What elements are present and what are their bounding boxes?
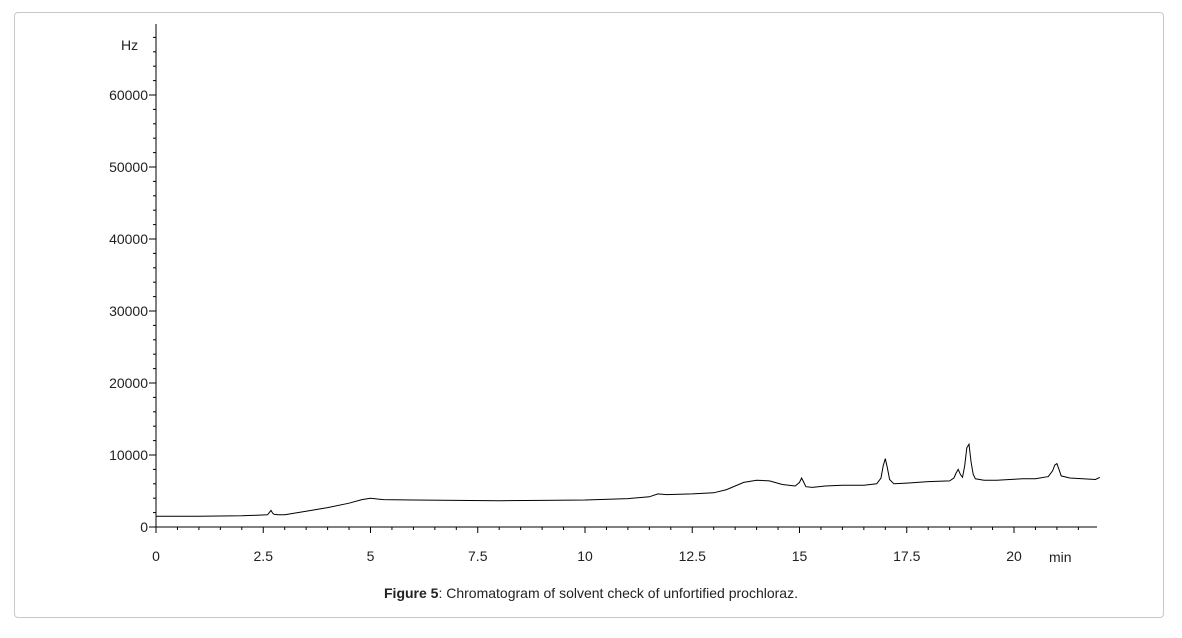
x-tick-label: 0 xyxy=(152,548,160,564)
x-tick-label: 5 xyxy=(367,548,375,564)
y-tick-label: 60000 xyxy=(109,87,148,103)
y-tick-label: 40000 xyxy=(109,231,148,247)
y-tick-label: 50000 xyxy=(109,159,148,175)
chart-area: 0 10000 20000 30000 40000 50000 60000 0 2.5 5 7.5… xyxy=(109,24,1101,565)
x-tick-label: 10 xyxy=(577,548,593,564)
x-axis-ticks: 0 2.5 5 7.5 10 12.5 15 17.5 20 xyxy=(152,527,1079,564)
y-tick-label: 10000 xyxy=(109,447,148,463)
x-tick-label: 12.5 xyxy=(679,548,706,564)
y-tick-label: 0 xyxy=(140,519,148,535)
x-tick-label: 20 xyxy=(1006,548,1022,564)
figure-caption: Figure 5: Chromatogram of solvent check … xyxy=(0,585,1182,601)
x-tick-label: 17.5 xyxy=(893,548,920,564)
x-tick-label: 15 xyxy=(792,548,808,564)
y-tick-label: 20000 xyxy=(109,375,148,391)
y-axis-label: Hz xyxy=(121,37,138,53)
chromatogram-trace xyxy=(156,442,1101,517)
figure-frame xyxy=(14,12,1164,618)
x-axis-label: min xyxy=(1049,549,1072,565)
x-tick-label: 2.5 xyxy=(254,548,274,564)
y-tick-label: 30000 xyxy=(109,303,148,319)
caption-text: : Chromatogram of solvent check of unfor… xyxy=(438,585,798,601)
chart-axes xyxy=(155,24,1097,528)
y-axis-ticks: 0 10000 20000 30000 40000 50000 60000 xyxy=(109,36,156,535)
caption-label: Figure 5 xyxy=(384,585,439,601)
x-tick-label: 7.5 xyxy=(468,548,488,564)
